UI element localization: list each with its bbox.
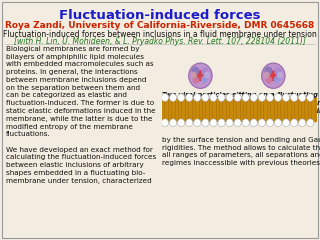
Circle shape — [210, 119, 217, 127]
Circle shape — [226, 119, 233, 127]
Circle shape — [192, 72, 196, 78]
Circle shape — [242, 119, 249, 127]
Circle shape — [178, 119, 185, 127]
Circle shape — [234, 119, 241, 127]
Text: by the surface tension and bending and Gaussian
rigidities. The method allows to: by the surface tension and bending and G… — [162, 137, 320, 166]
Circle shape — [226, 94, 233, 102]
Circle shape — [196, 71, 205, 80]
Circle shape — [170, 94, 177, 102]
Circle shape — [202, 119, 209, 127]
Text: Roya Zandi, University of California-Riverside, DMR 0645668: Roya Zandi, University of California-Riv… — [5, 21, 315, 30]
Circle shape — [204, 72, 209, 78]
Circle shape — [189, 63, 212, 88]
Circle shape — [269, 71, 278, 80]
Circle shape — [194, 94, 201, 102]
Circle shape — [250, 94, 257, 102]
Circle shape — [234, 94, 241, 102]
Circle shape — [291, 94, 298, 102]
Circle shape — [262, 63, 285, 88]
Circle shape — [275, 68, 281, 75]
Circle shape — [299, 94, 306, 102]
Circle shape — [218, 94, 225, 102]
Circle shape — [202, 68, 208, 75]
Circle shape — [202, 94, 209, 102]
Circle shape — [266, 94, 274, 102]
Circle shape — [265, 67, 272, 75]
Circle shape — [218, 119, 225, 127]
Circle shape — [162, 119, 169, 127]
Circle shape — [283, 119, 290, 127]
Circle shape — [170, 119, 177, 127]
Circle shape — [266, 119, 274, 127]
Circle shape — [186, 119, 193, 127]
Circle shape — [242, 94, 249, 102]
Circle shape — [307, 119, 314, 127]
Circle shape — [307, 94, 314, 102]
Circle shape — [210, 94, 217, 102]
Circle shape — [194, 119, 201, 127]
Circle shape — [258, 94, 265, 102]
Text: Fluctuation-induced forces between inclusions in a fluid membrane under tension: Fluctuation-induced forces between inclu… — [3, 30, 317, 39]
Circle shape — [258, 119, 265, 127]
Circle shape — [277, 72, 282, 78]
Circle shape — [250, 119, 257, 127]
Circle shape — [299, 119, 306, 127]
Circle shape — [192, 67, 199, 75]
Circle shape — [275, 76, 280, 83]
Text: Biological membranes are formed by
bilayers of amphiphilic lipid molecules
with : Biological membranes are formed by bilay… — [6, 46, 156, 184]
Text: Fluctuation-induced forces: Fluctuation-induced forces — [59, 9, 261, 22]
Text: [with H. Lin, U. Mohideen, & L. Pryadko Phys. Rev. Lett. 107, 228104 (2011)]: [with H. Lin, U. Mohideen, & L. Pryadko … — [14, 37, 306, 46]
Circle shape — [193, 77, 199, 83]
Circle shape — [202, 76, 207, 83]
Text: Two viral particles sitting on a fluctuating fluid
membrane. The modification of: Two viral particles sitting on a fluctua… — [162, 92, 320, 122]
Circle shape — [275, 119, 282, 127]
Circle shape — [266, 77, 272, 83]
Circle shape — [291, 119, 298, 127]
Circle shape — [162, 94, 169, 102]
Circle shape — [265, 72, 269, 78]
Circle shape — [275, 94, 282, 102]
Circle shape — [283, 94, 290, 102]
Bar — [162, 98, 317, 122]
Circle shape — [178, 94, 185, 102]
Circle shape — [186, 94, 193, 102]
